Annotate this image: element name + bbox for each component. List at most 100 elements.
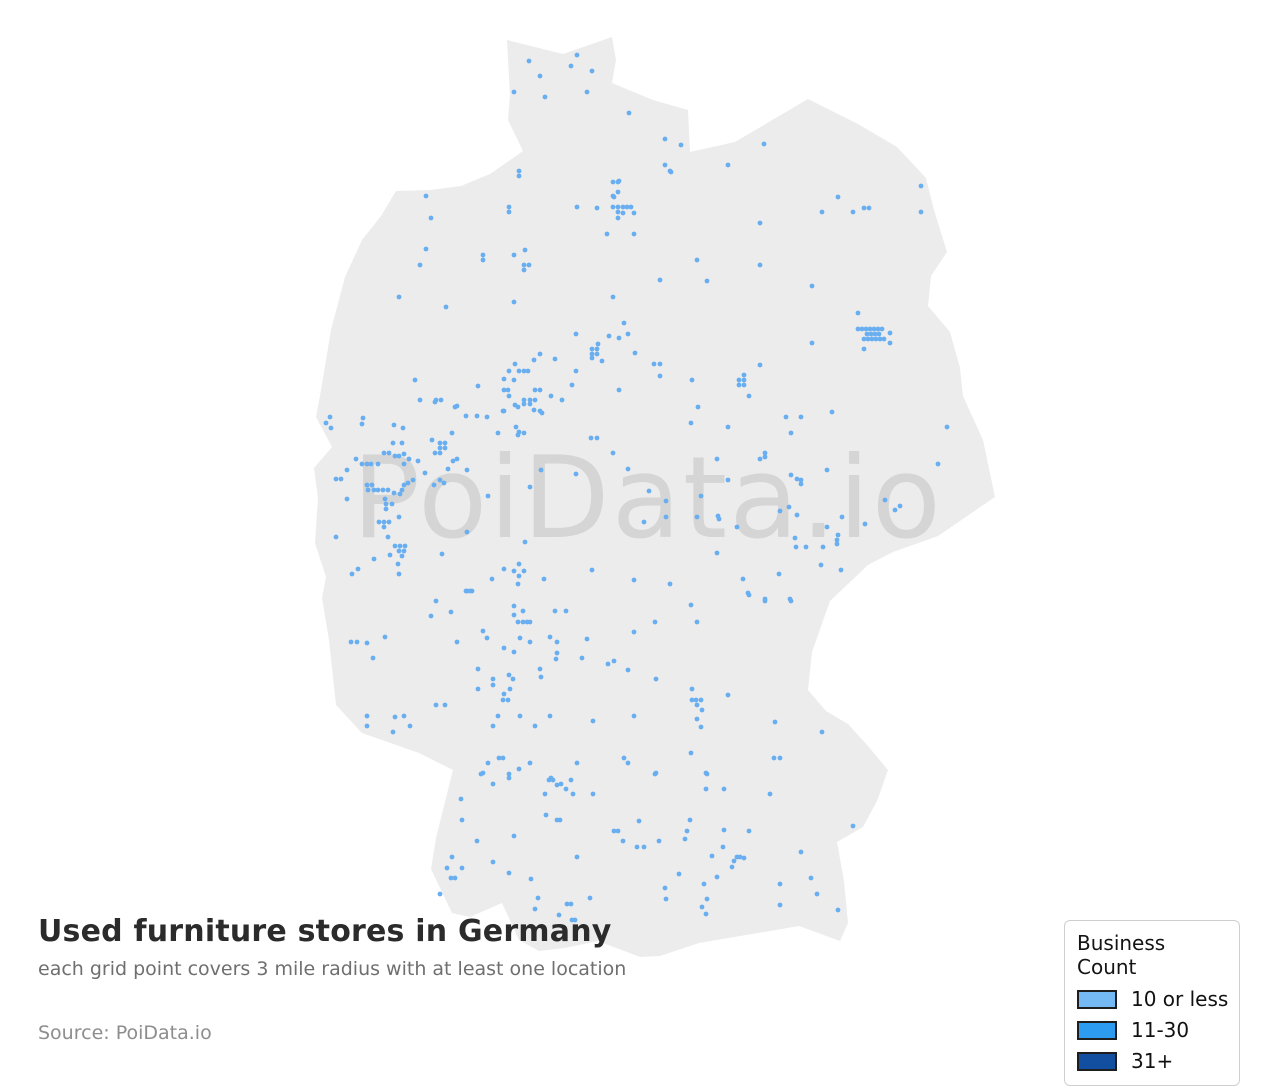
store-location-dot [809, 340, 815, 346]
store-location-dot [871, 326, 877, 332]
store-location-dot [788, 598, 794, 604]
store-location-dot [568, 901, 574, 907]
store-location-dot [500, 755, 506, 761]
store-location-dot [611, 658, 617, 664]
store-location-dot [855, 326, 861, 332]
store-location-dot [516, 168, 522, 174]
store-location-dot [452, 875, 458, 881]
store-location-dot [850, 209, 856, 215]
store-location-dot [699, 904, 705, 910]
store-location-dot [371, 487, 377, 493]
store-location-dot [527, 760, 533, 766]
store-location-dot [875, 326, 881, 332]
store-location-dot [866, 205, 872, 211]
store-location-dot [694, 257, 700, 263]
store-location-dot [574, 204, 580, 210]
store-location-dot [501, 387, 507, 393]
store-location-dot [537, 408, 543, 414]
store-location-dot [740, 576, 746, 582]
store-location-dot [564, 901, 570, 907]
store-location-dot [431, 482, 437, 488]
store-location-dot [918, 209, 924, 215]
store-location-dot [563, 786, 569, 792]
store-location-dot [348, 639, 354, 645]
dots-layer [323, 52, 950, 923]
store-location-dot [881, 336, 887, 342]
store-location-dot [651, 361, 657, 367]
store-location-dot [532, 387, 538, 393]
store-location-dot [589, 567, 595, 573]
store-location-dot [371, 556, 377, 562]
store-location-dot [445, 466, 451, 472]
store-location-dot [484, 414, 490, 420]
store-location-dot [359, 461, 365, 467]
store-location-dot [610, 179, 616, 185]
store-location-dot [495, 713, 501, 719]
store-location-dot [543, 812, 549, 818]
store-location-dot [746, 828, 752, 834]
store-location-dot [944, 424, 950, 430]
store-location-dot [521, 397, 527, 403]
store-location-dot [521, 430, 527, 436]
store-location-dot [355, 566, 361, 572]
store-location-dot [762, 454, 768, 460]
store-location-dot [511, 377, 517, 383]
store-location-dot [663, 498, 669, 504]
store-location-dot [511, 833, 517, 839]
store-location-dot [511, 252, 517, 258]
store-location-dot [475, 686, 481, 692]
store-location-dot [437, 477, 443, 483]
store-location-dot [522, 539, 528, 545]
store-location-dot [450, 458, 456, 464]
legend-swatch-icon [1077, 989, 1117, 1009]
store-location-dot [772, 719, 778, 725]
store-location-dot [605, 661, 611, 667]
store-location-dot [433, 598, 439, 604]
store-location-dot [490, 723, 496, 729]
store-location-dot [392, 714, 398, 720]
store-location-dot [452, 404, 458, 410]
store-location-dot [441, 480, 447, 486]
store-location-dot [557, 817, 563, 823]
store-location-dot [344, 467, 350, 473]
store-location-dot [699, 707, 705, 713]
store-location-dot [521, 267, 527, 273]
store-location-dot [553, 656, 559, 662]
store-location-dot [516, 573, 522, 579]
store-location-dot [517, 635, 523, 641]
store-location-dot [631, 577, 637, 583]
store-location-dot [506, 393, 512, 399]
store-location-dot [704, 771, 710, 777]
store-location-dot [689, 686, 695, 692]
store-location-dot [406, 456, 412, 462]
store-location-dot [716, 516, 722, 522]
store-location-dot [657, 277, 663, 283]
store-location-dot [327, 414, 333, 420]
store-location-dot [333, 476, 339, 482]
store-location-dot [396, 548, 402, 554]
store-location-dot [709, 853, 715, 859]
store-location-dot [412, 377, 418, 383]
store-location-dot [694, 702, 700, 708]
legend-item-label: 11-30 [1131, 1018, 1190, 1042]
store-location-dot [861, 336, 867, 342]
store-location-dot [798, 477, 804, 483]
store-location-dot [873, 336, 879, 342]
store-location-dot [397, 491, 403, 497]
store-location-dot [547, 713, 553, 719]
store-location-dot [548, 393, 554, 399]
store-location-dot [375, 487, 381, 493]
store-location-dot [517, 713, 523, 719]
store-location-dot [433, 702, 439, 708]
store-location-dot [687, 817, 693, 823]
store-location-dot [698, 493, 704, 499]
store-location-dot [882, 497, 888, 503]
store-location-dot [688, 420, 694, 426]
legend-item: 10 or less [1077, 987, 1228, 1011]
store-location-dot [838, 567, 844, 573]
store-location-dot [515, 581, 521, 587]
store-location-dot [385, 534, 391, 540]
store-location-dot [615, 209, 621, 215]
store-location-dot [762, 450, 768, 456]
store-location-dot [432, 450, 438, 456]
